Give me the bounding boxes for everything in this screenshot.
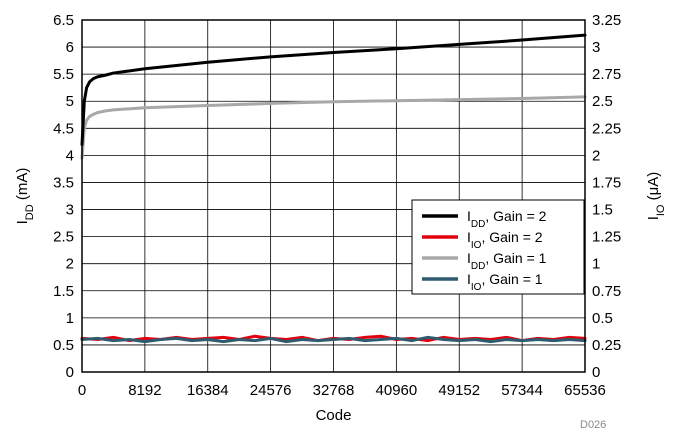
x-axis-ticks: 0 8192 16384 24576 32768 40960 49152 57344 65536: [78, 382, 606, 399]
legend-label-rest: , Gain = 1: [481, 271, 542, 287]
y-right-tick-label: 1: [592, 256, 600, 273]
y-axis-right-title-unit: (μA): [645, 172, 662, 205]
y-right-tick-label: 2: [592, 147, 600, 164]
y-axis-right-title-sub: IO: [655, 204, 667, 216]
y-left-tick-label: 5.5: [53, 66, 74, 83]
legend-label-main: I: [467, 250, 471, 266]
x-tick-label: 40960: [376, 382, 418, 399]
y-right-tick-label: 3.25: [592, 12, 621, 29]
y-axis-left-title-main: I: [14, 220, 31, 224]
legend-label-rest: , Gain = 2: [481, 229, 542, 245]
legend-label: IIO, Gain = 1: [467, 271, 543, 293]
y-left-tick-label: 5: [66, 93, 74, 110]
legend-label-main: I: [467, 229, 471, 245]
y-right-tick-label: 2.5: [592, 93, 613, 110]
y-left-tick-label: 6.5: [53, 12, 74, 29]
legend-label: IIO, Gain = 2: [467, 229, 543, 251]
figure-id: D026: [580, 419, 606, 431]
y-axis-right-ticks: 0 0.25 0.5 0.75 1 1.25 1.5 1.75 2 2.25 2.5 2.75 3 3.2…: [592, 12, 621, 381]
y-axis-left-title-sub: DD: [24, 204, 36, 220]
legend-label-sub: DD: [471, 219, 485, 230]
legend-label-sub: DD: [471, 261, 485, 272]
y-axis-left-title: IDD (mA): [14, 168, 36, 225]
series-dd-gain-1-line: [80, 95, 587, 160]
y-axis-right-title: IIO (μA): [645, 172, 667, 221]
x-tick-label: 32768: [313, 382, 355, 399]
y-left-tick-label: 3: [66, 202, 74, 219]
y-left-tick-label: 4.5: [53, 120, 74, 137]
y-right-tick-label: 0: [592, 364, 600, 381]
legend-label-main: I: [467, 208, 471, 224]
y-right-tick-label: 0.25: [592, 337, 621, 354]
legend-label: IDD, Gain = 1: [467, 250, 547, 272]
y-right-tick-label: 1.75: [592, 174, 621, 191]
y-left-tick-label: 0: [66, 364, 74, 381]
y-left-tick-label: 2: [66, 256, 74, 273]
legend-label: IDD, Gain = 2: [467, 208, 547, 230]
y-right-tick-label: 3: [592, 39, 600, 56]
x-tick-label: 49152: [438, 382, 480, 399]
x-tick-label: 57344: [501, 382, 543, 399]
y-left-tick-label: 1: [66, 310, 74, 327]
y-right-tick-label: 2.25: [592, 120, 621, 137]
series-io-gain-1-line: [80, 335, 587, 344]
y-right-tick-label: 0.75: [592, 283, 621, 300]
x-tick-label: 24576: [250, 382, 292, 399]
legend-label-sub: IO: [471, 240, 482, 251]
x-axis-title: Code: [316, 407, 352, 424]
series-dd-gain-2-line: [80, 33, 587, 147]
y-right-tick-label: 1.5: [592, 202, 613, 219]
y-axis-left-ticks: 0 0.5 1 1.5 2 2.5 3 3.5 4 4.5 5 5.5 6 6.5: [53, 12, 74, 381]
y-axis-left-title-unit: (mA): [14, 168, 31, 205]
grid: [81, 19, 586, 373]
legend-label-rest: , Gain = 1: [485, 250, 546, 266]
y-axis-right-title-main: I: [645, 216, 662, 220]
y-left-tick-label: 1.5: [53, 283, 74, 300]
legend-label-sub: IO: [471, 282, 482, 293]
y-left-tick-label: 2.5: [53, 229, 74, 246]
y-left-tick-label: 4: [66, 147, 74, 164]
x-tick-label: 65536: [564, 382, 606, 399]
series-layer: [80, 33, 587, 344]
legend-label-main: I: [467, 271, 471, 287]
y-left-tick-label: 0.5: [53, 337, 74, 354]
y-left-tick-label: 3.5: [53, 174, 74, 191]
y-right-tick-label: 1.25: [592, 229, 621, 246]
x-tick-label: 16384: [187, 382, 229, 399]
y-right-tick-label: 0.5: [592, 310, 613, 327]
y-right-tick-label: 2.75: [592, 66, 621, 83]
x-tick-label: 8192: [128, 382, 161, 399]
y-left-tick-label: 6: [66, 39, 74, 56]
x-tick-label: 0: [78, 382, 86, 399]
plot-frame: [81, 19, 586, 373]
legend-label-rest: , Gain = 2: [485, 208, 546, 224]
